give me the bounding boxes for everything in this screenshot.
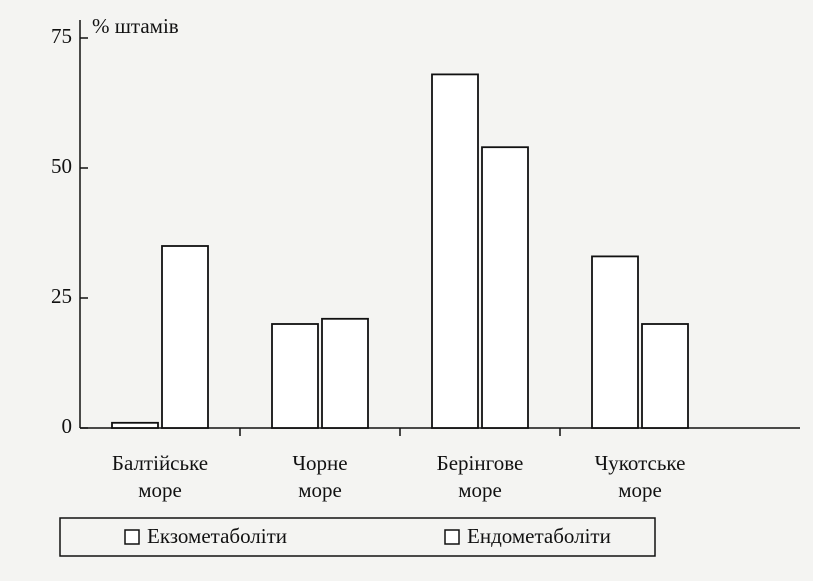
x-tick-label: Чукотське море (594, 451, 686, 502)
y-tick-label: 75 (51, 24, 72, 48)
x-tick-label: Балтійське море (111, 451, 209, 502)
bar (481, 146, 529, 429)
x-tick-label: Берінгове море (436, 451, 524, 502)
legend-box (59, 517, 656, 557)
bar (641, 323, 689, 429)
bar (271, 323, 319, 429)
y-tick-label: 0 (62, 414, 73, 438)
y-axis-label: % штамів (92, 14, 179, 38)
bar (321, 317, 369, 429)
y-tick-label: 25 (51, 284, 72, 308)
x-tick-label: Чорне море (292, 451, 348, 502)
legend-swatch (124, 529, 140, 545)
bar (591, 255, 639, 429)
legend-swatch (444, 529, 460, 545)
y-tick-label: 50 (51, 154, 72, 178)
bar (111, 421, 159, 429)
bar (161, 245, 209, 429)
legend-label: Ендометаболіти (467, 524, 611, 548)
bar (431, 73, 479, 429)
legend-label: Екзометаболіти (147, 524, 287, 548)
